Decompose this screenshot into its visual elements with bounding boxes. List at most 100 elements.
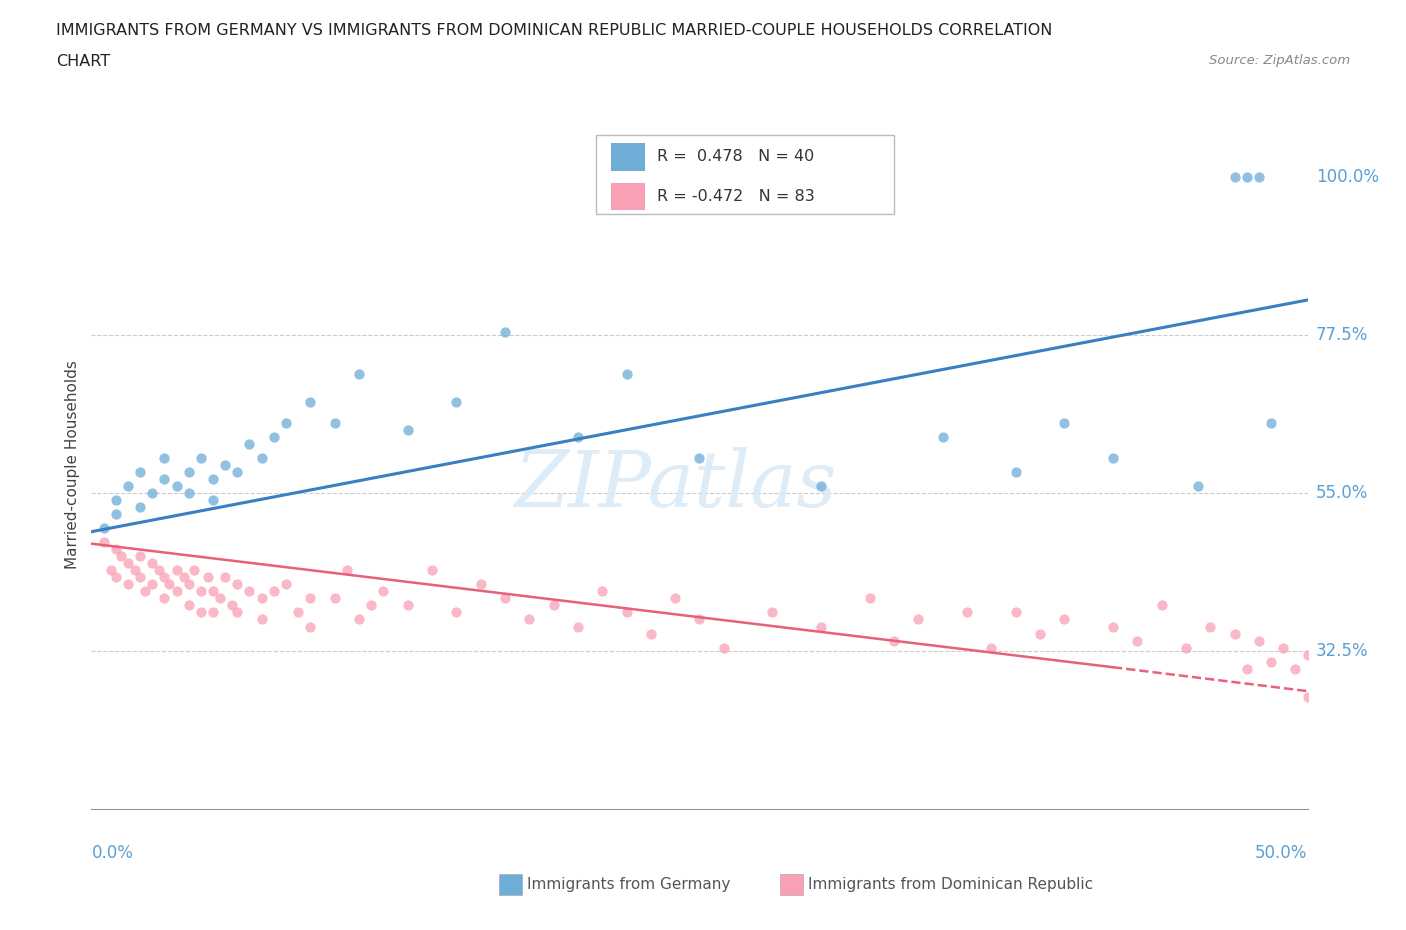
Point (883, 633, 905, 648)
Point (323, 591, 346, 605)
Point (250, 450, 273, 465)
Text: Immigrants from Dominican Republic: Immigrants from Dominican Republic (808, 877, 1094, 892)
Point (153, 570, 176, 585)
Point (1236, 169, 1258, 184)
Point (173, 570, 195, 585)
Point (202, 472, 225, 486)
Point (1223, 169, 1246, 184)
Point (1260, 416, 1282, 431)
Point (517, 612, 540, 627)
Point (373, 584, 395, 599)
Point (104, 570, 127, 585)
Point (238, 436, 260, 451)
Point (209, 591, 232, 605)
Point (420, 563, 443, 578)
Bar (610, 143, 645, 170)
Text: 50.0%: 50.0% (1256, 844, 1308, 861)
Point (157, 577, 180, 591)
Point (299, 619, 322, 634)
Point (221, 598, 243, 613)
Point (1247, 633, 1270, 648)
Point (100, 563, 122, 578)
Point (141, 577, 163, 591)
Point (93, 521, 115, 536)
Point (177, 577, 200, 591)
Point (299, 394, 322, 409)
Point (859, 591, 882, 605)
Point (177, 485, 200, 500)
Point (688, 612, 710, 627)
Text: ZIPatlas: ZIPatlas (515, 447, 837, 524)
Text: CHART: CHART (56, 54, 110, 69)
Point (444, 605, 467, 620)
Point (202, 605, 225, 620)
Point (250, 612, 273, 627)
Text: Immigrants from Germany: Immigrants from Germany (527, 877, 731, 892)
Point (1102, 619, 1125, 634)
Point (153, 591, 176, 605)
Point (166, 479, 188, 494)
Point (616, 366, 638, 381)
Point (1029, 626, 1052, 641)
Point (810, 479, 832, 494)
Point (110, 549, 132, 564)
Point (104, 542, 127, 557)
Point (1296, 647, 1319, 662)
Point (190, 450, 212, 465)
Point (980, 640, 1002, 655)
Point (202, 493, 225, 508)
Point (1187, 479, 1209, 494)
Point (396, 422, 419, 437)
Point (494, 591, 516, 605)
Point (688, 450, 710, 465)
Point (1126, 633, 1149, 648)
Point (1236, 661, 1258, 676)
Point (591, 584, 613, 599)
Point (360, 598, 382, 613)
Point (129, 549, 152, 564)
Point (250, 591, 273, 605)
Point (567, 619, 589, 634)
Point (263, 430, 285, 445)
Point (183, 563, 205, 578)
Text: 77.5%: 77.5% (1316, 326, 1368, 344)
Point (214, 570, 236, 585)
Point (444, 394, 467, 409)
Point (226, 605, 249, 620)
Text: R =  0.478   N = 40: R = 0.478 N = 40 (657, 150, 814, 165)
Point (1150, 598, 1173, 613)
Point (117, 577, 139, 591)
Point (177, 598, 200, 613)
Point (470, 577, 492, 591)
Point (1175, 640, 1198, 655)
Y-axis label: Married-couple Households: Married-couple Households (65, 361, 80, 569)
Point (93, 535, 115, 550)
Point (263, 584, 285, 599)
Point (190, 605, 212, 620)
Point (1053, 612, 1076, 627)
Point (129, 499, 152, 514)
Text: Source: ZipAtlas.com: Source: ZipAtlas.com (1209, 54, 1350, 67)
Point (543, 598, 565, 613)
Point (197, 570, 219, 585)
Point (148, 563, 170, 578)
Point (190, 584, 212, 599)
Point (104, 493, 127, 508)
Point (129, 570, 152, 585)
Point (104, 507, 127, 522)
Point (640, 626, 662, 641)
Point (226, 465, 249, 480)
Point (274, 577, 297, 591)
Point (166, 563, 188, 578)
Point (347, 612, 370, 627)
Point (664, 591, 686, 605)
Point (134, 584, 156, 599)
Point (956, 605, 979, 620)
Point (713, 640, 735, 655)
Point (177, 465, 200, 480)
Point (1260, 654, 1282, 669)
Text: 0.0%: 0.0% (91, 844, 134, 861)
Point (166, 584, 188, 599)
Point (1053, 416, 1076, 431)
Point (810, 619, 832, 634)
